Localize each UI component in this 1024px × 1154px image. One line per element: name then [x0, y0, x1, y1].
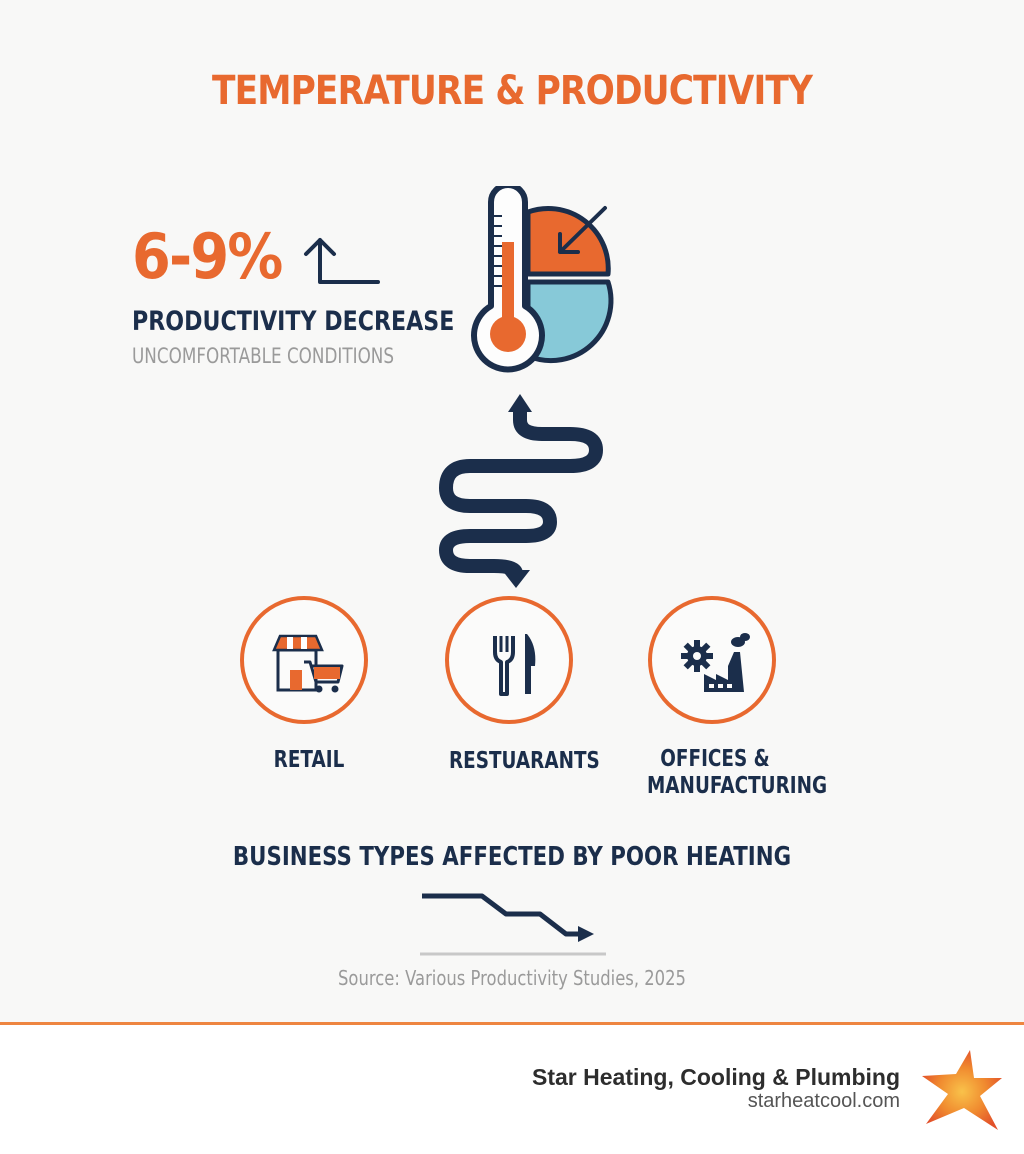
fork-knife-icon [493, 634, 536, 696]
stat-value: 6-9% [132, 220, 283, 293]
down-trend-icon [420, 893, 606, 956]
restaurants-label: RESTUARANTS [449, 748, 600, 774]
retail-label: RETAIL [273, 747, 345, 773]
star-logo-icon [922, 1050, 1002, 1130]
flow-arrow-icon [439, 394, 603, 588]
retail-circle [240, 596, 368, 724]
company-name: Star Heating, Cooling & Plumbing [532, 1064, 900, 1090]
restaurants-circle [445, 596, 573, 724]
thermometer-gauge-icon [471, 186, 614, 373]
stat-label: PRODUCTIVITY DECREASE [132, 306, 455, 337]
offices-label-line2: MANUFACTURING [647, 773, 828, 799]
page-title: TEMPERATURE & PRODUCTIVITY [211, 68, 813, 114]
company-website[interactable]: starheatcool.com [747, 1090, 900, 1112]
offices-manufacturing-circle [648, 596, 776, 724]
stat-sublabel: UNCOMFORTABLE CONDITIONS [132, 344, 395, 368]
source-note: Source: Various Productivity Studies, 20… [338, 966, 686, 990]
gear-factory-icon [681, 633, 750, 692]
up-arrow-icon [304, 238, 380, 284]
offices-label-line1: OFFICES & [660, 746, 770, 772]
footer [0, 1025, 1024, 1154]
footer-divider [0, 1022, 1024, 1025]
storefront-cart-icon [272, 634, 344, 693]
section-caption: BUSINESS TYPES AFFECTED BY POOR HEATING [232, 842, 792, 872]
